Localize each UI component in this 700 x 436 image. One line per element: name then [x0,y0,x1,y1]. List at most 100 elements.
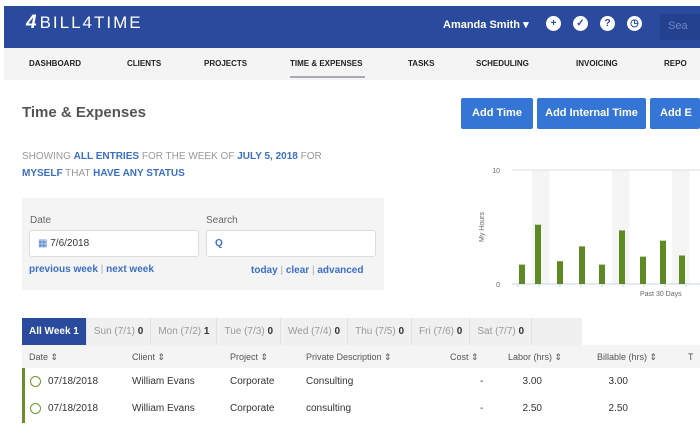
tab-count: 1 [73,326,79,337]
bar [640,256,646,284]
y-axis-label: My Hours [479,212,486,242]
add-internal-time-button[interactable]: Add Internal Time [537,98,646,129]
table-cell: 07/18/2018 [48,376,99,387]
tab-label: Mon (7/2) [158,326,202,337]
tab-fri[interactable]: Fri (7/6) 0 [412,318,471,345]
column-header[interactable]: Date ⇕ [29,352,59,362]
bar [557,261,563,284]
tab-sun[interactable]: Sun (7/1) 0 [87,318,152,345]
check-circle-icon[interactable]: ✓ [573,16,588,31]
clock-icon [30,376,41,387]
table-cell: 2.50 [608,403,628,414]
table-cell: William Evans [132,376,195,387]
main-nav [4,48,700,80]
week-filter[interactable]: JULY 5, 2018 [237,151,298,162]
date-input[interactable]: ▦ 7/6/2018 [29,230,199,257]
bar [579,246,585,284]
add-expense-button[interactable]: Add E [650,98,700,129]
table-cell: - [480,403,484,414]
logo-mark-icon: 4 [26,12,37,33]
column-band [672,170,690,284]
calendar-icon: ▦ [38,238,48,249]
tab-label: Sun (7/1) [93,326,135,337]
nav-invoicing[interactable]: INVOICING [576,59,618,68]
tab-label: Tue (7/3) [224,326,265,337]
bar [660,240,666,284]
logo[interactable]: 4 BILL4TIME [26,12,143,33]
table-cell: 2.50 [522,403,542,414]
bar [599,264,605,284]
bar [519,264,525,284]
filter-summary-line1: SHOWING ALL ENTRIES FOR THE WEEK OF JULY… [22,151,322,162]
tab-mon[interactable]: Mon (7/2) 1 [151,318,218,345]
clear-link[interactable]: clear [285,265,310,276]
page-title: Time & Expenses [22,104,146,121]
tab-count: 0 [456,326,463,337]
tab-all[interactable]: All Week 1 [22,318,87,345]
tab-label: Wed (7/4) [288,326,332,337]
table-cell: 3.00 [522,376,542,387]
tab-label: All Week [29,326,71,337]
tab-label: Thu (7/5) [355,326,396,337]
column-band [612,170,630,284]
tab-sat[interactable]: Sat (7/7) 0 [470,318,533,345]
search-label: Search [206,215,238,226]
nav-clients[interactable]: CLIENTS [127,59,162,68]
tab-tue[interactable]: Tue (7/3) 0 [217,318,282,345]
active-nav-underline [290,76,365,78]
table-row[interactable] [22,395,700,423]
today-link[interactable]: today [251,265,278,276]
nav-tasks[interactable]: TASKS [408,59,435,68]
user-menu[interactable]: Amanda Smith ▾ [443,19,529,31]
column-header[interactable]: Private Description ⇕ [306,352,392,362]
add-time-button[interactable]: Add Time [461,98,533,129]
tab-wed[interactable]: Wed (7/4) 0 [281,318,349,345]
table-cell: William Evans [132,403,195,414]
tab-count: 0 [518,326,525,337]
next-week-link[interactable]: next week [106,264,154,275]
table-cell: Corporate [230,376,275,387]
hours-chart: 0 10 My Hours Past 30 Days [479,168,700,298]
global-search-input[interactable]: Sea [660,14,700,40]
user-filter[interactable]: MYSELF [22,168,63,179]
search-icon: Q [215,238,223,249]
day-tabs: All Week 1 Sun (7/1) 0 Mon (7/2) 1 Tue (7/3… [22,318,582,345]
entries-filter[interactable]: ALL ENTRIES [73,151,140,162]
tab-label: Fri (7/6) [419,326,455,337]
tab-count: 0 [334,326,341,337]
table-cell: Consulting [306,376,354,387]
bar [535,224,541,284]
bar [679,255,685,284]
y-tick-label: 10 [492,168,500,175]
table-cell: consulting [306,403,352,414]
tab-count: 0 [137,326,144,337]
table-header [22,345,700,368]
column-header[interactable]: Billable (hrs) ⇕ [597,352,658,362]
plus-circle-icon[interactable]: + [546,16,561,31]
filter-summary-line2: MYSELF THAT HAVE ANY STATUS [22,168,185,179]
advanced-link[interactable]: advanced [317,265,364,276]
date-label: Date [30,215,52,226]
table-cell: - [480,376,484,387]
table-cell: Corporate [230,403,275,414]
nav-time-expenses[interactable]: TIME & EXPENSES [290,59,363,68]
nav-reports[interactable]: REPO [664,59,687,68]
column-header[interactable]: Labor (hrs) ⇕ [508,352,563,362]
nav-dashboard[interactable]: DASHBOARD [29,59,81,68]
column-header[interactable]: T [688,352,694,362]
search-input[interactable]: Q [206,230,376,257]
table-row[interactable] [22,368,700,396]
tab-label: Sat (7/7) [477,326,516,337]
tab-count: 0 [398,326,405,337]
column-header[interactable]: Cost ⇕ [450,352,479,362]
table-cell: 07/18/2018 [48,403,99,414]
column-header[interactable]: Client ⇕ [132,352,166,362]
clock-icon[interactable]: ◷ [627,16,642,31]
nav-projects[interactable]: PROJECTS [204,59,248,68]
previous-week-link[interactable]: previous week [29,264,98,275]
tab-thu[interactable]: Thu (7/5) 0 [348,318,413,345]
help-icon[interactable]: ? [600,16,615,31]
status-filter[interactable]: HAVE ANY STATUS [93,168,185,179]
nav-scheduling[interactable]: SCHEDULING [476,59,529,68]
column-header[interactable]: Project ⇕ [230,352,269,362]
